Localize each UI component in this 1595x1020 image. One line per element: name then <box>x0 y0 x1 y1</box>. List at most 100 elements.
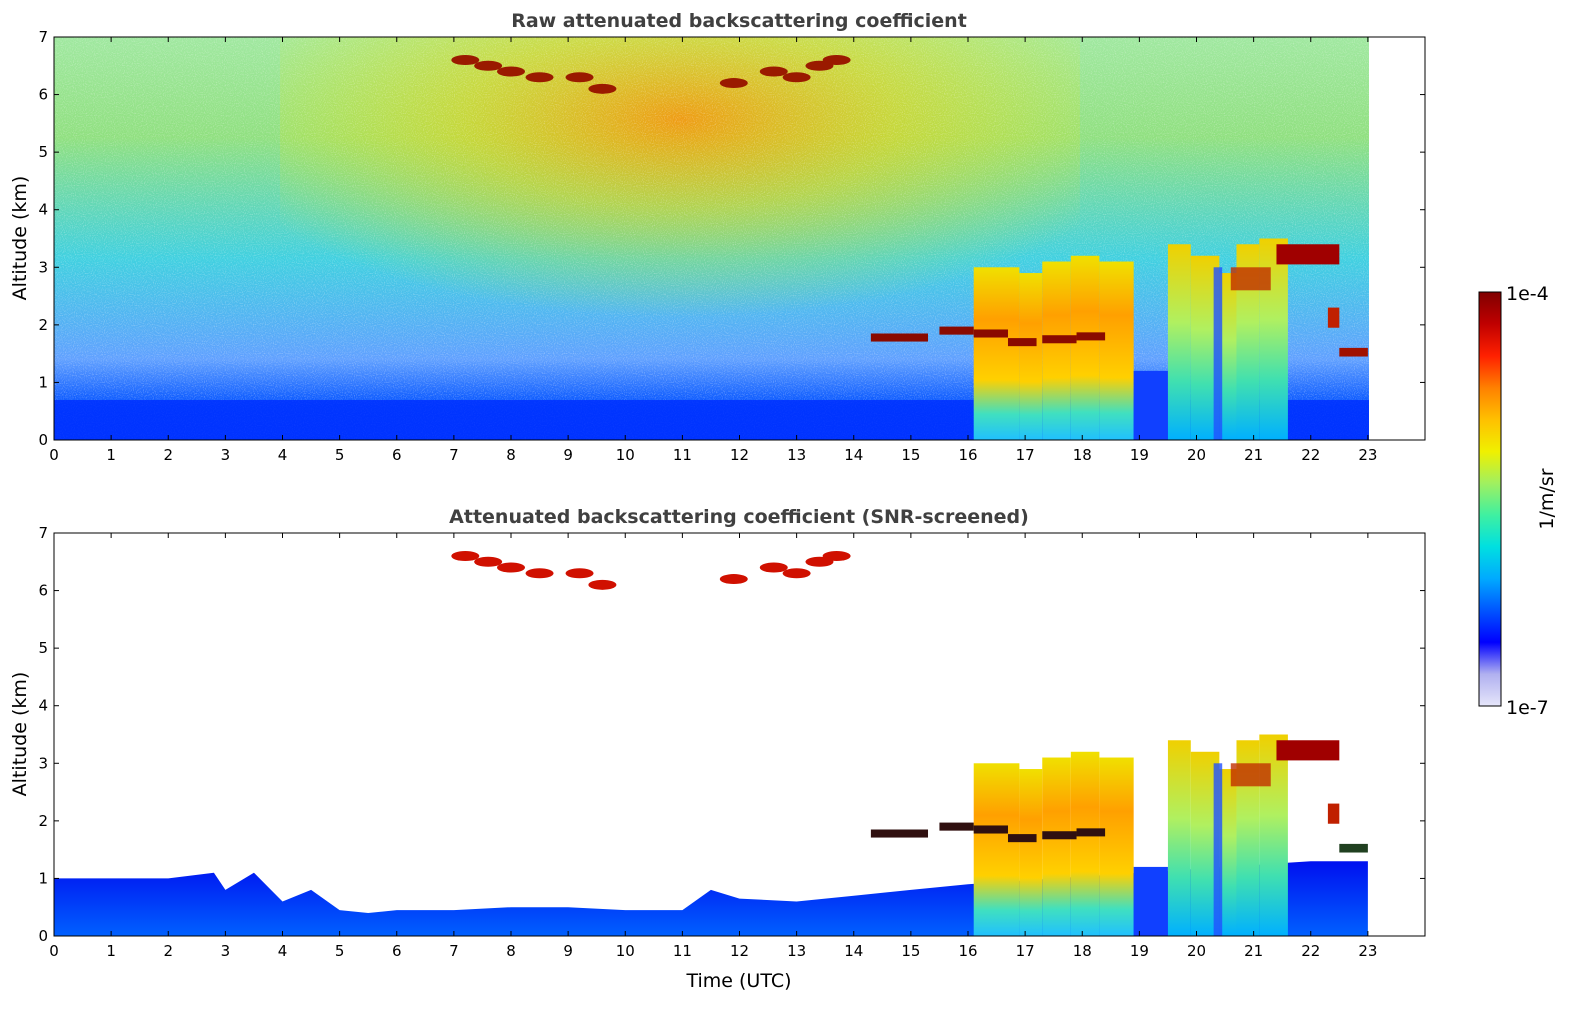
y-tick-label: 2 <box>38 316 48 334</box>
cloud-column <box>1042 757 1071 936</box>
cloud-column <box>1167 740 1191 936</box>
x-tick-label: 2 <box>163 446 173 464</box>
cirrus-blob <box>525 568 554 579</box>
x-tick-label: 9 <box>563 446 573 464</box>
cloud-column <box>1167 244 1191 440</box>
cloud-top-line <box>1042 335 1077 344</box>
x-tick-label: 19 <box>1130 942 1149 960</box>
x-tick-label: 4 <box>278 446 288 464</box>
colorbar-max-label: 1e-4 <box>1506 283 1549 305</box>
colorbar-min-label: 1e-7 <box>1506 697 1549 719</box>
cirrus-blob <box>474 556 503 567</box>
y-tick-label: 1 <box>38 869 48 887</box>
x-tick-label: 10 <box>616 446 635 464</box>
x-tick-label: 18 <box>1073 942 1092 960</box>
x-tick-label: 8 <box>506 446 516 464</box>
x-tick-label: 17 <box>1016 942 1035 960</box>
x-tick-label: 20 <box>1187 446 1206 464</box>
cloud-column <box>973 763 1020 936</box>
x-tick-label: 5 <box>335 942 345 960</box>
cloud-top-line <box>973 329 1008 338</box>
x-tick-label: 8 <box>506 942 516 960</box>
cirrus-blob <box>474 60 503 71</box>
panel-screened-axes: 0 1 2 3 4 5 6 7 8 9 10 11 12 13 14 15 16 17 18 19 20 21 22 2301… <box>38 524 1425 960</box>
cirrus-blob <box>497 562 525 573</box>
panel-raw-ylabel: Altitude (km) <box>9 176 31 301</box>
elevated-layer <box>1276 244 1340 265</box>
cirrus-blob <box>497 66 525 77</box>
x-tick-label: 2 <box>163 942 173 960</box>
x-tick-label: 1 <box>106 446 116 464</box>
y-tick-label: 0 <box>38 927 48 945</box>
low-layer-end <box>1339 843 1368 853</box>
low-layer-end <box>1339 347 1368 357</box>
x-tick-label: 11 <box>673 942 692 960</box>
low-layer-patch <box>1327 307 1340 328</box>
panel-raw-heatmap <box>54 37 1369 440</box>
colorbar-gradient <box>1479 292 1501 706</box>
cloud-gap-blue <box>1133 370 1168 440</box>
panel-raw-axes: 0 1 2 3 4 5 6 7 8 9 10 11 12 13 14 15 16 17 18 19 20 21 22 2301… <box>38 28 1425 464</box>
y-tick-label: 6 <box>38 86 48 104</box>
panel-screened-heatmap <box>54 551 1368 936</box>
colorbar: 1e-4 1e-7 1/m/sr <box>1478 283 1558 719</box>
cirrus-blob <box>451 55 480 66</box>
low-layer-patch <box>1327 803 1340 824</box>
cirrus-blob <box>588 579 617 590</box>
cloud-column <box>1099 261 1134 440</box>
x-tick-label: 13 <box>787 942 806 960</box>
x-tick-label: 9 <box>563 942 573 960</box>
cloud-inner-red <box>1230 763 1271 787</box>
cloud-top-line <box>1007 338 1037 347</box>
panel-screened: Attenuated backscattering coefficient (S… <box>9 506 1426 992</box>
cloud-top-line <box>939 822 974 831</box>
cloud-gap-narrow <box>1213 267 1223 440</box>
cloud-column <box>1070 255 1100 440</box>
cloud-top-line <box>1042 831 1077 840</box>
x-tick-label: 0 <box>49 446 59 464</box>
x-tick-label: 10 <box>616 942 635 960</box>
x-tick-label: 3 <box>221 942 231 960</box>
cloud-column <box>1019 769 1043 936</box>
x-tick-label: 22 <box>1301 942 1320 960</box>
cloud-column <box>1236 740 1260 936</box>
x-tick-label: 3 <box>221 446 231 464</box>
panel-raw-title: Raw attenuated backscattering coefficien… <box>511 10 967 32</box>
cirrus-blob <box>719 78 748 89</box>
cloud-column <box>973 267 1020 440</box>
cloud-top-line <box>973 825 1008 834</box>
y-tick-label: 0 <box>38 431 48 449</box>
x-tick-label: 16 <box>958 942 977 960</box>
cirrus-blob <box>565 568 594 579</box>
x-tick-label: 23 <box>1358 446 1377 464</box>
cloud-gap-blue <box>1133 866 1168 936</box>
cloud-top-line <box>870 333 929 342</box>
x-tick-label: 15 <box>901 942 920 960</box>
cloud-column <box>1236 244 1260 440</box>
y-tick-label: 7 <box>38 28 48 46</box>
x-tick-label: 18 <box>1073 446 1092 464</box>
x-tick-label: 20 <box>1187 942 1206 960</box>
y-tick-label: 3 <box>38 258 48 276</box>
x-tick-label: 0 <box>49 942 59 960</box>
cloud-inner-red <box>1230 267 1271 291</box>
x-tick-label: 16 <box>958 446 977 464</box>
raw-cloud-features <box>451 55 1368 440</box>
x-tick-label: 7 <box>449 446 459 464</box>
cloud-top-line <box>870 829 929 838</box>
panel-screened-ylabel: Altitude (km) <box>9 672 31 797</box>
x-tick-label: 12 <box>730 446 749 464</box>
x-tick-label: 4 <box>278 942 288 960</box>
cirrus-blob <box>782 72 811 83</box>
y-tick-label: 5 <box>38 143 48 161</box>
x-tick-label: 21 <box>1244 942 1263 960</box>
elevated-layer <box>1276 740 1340 761</box>
cloud-column <box>1219 769 1237 936</box>
x-tick-label: 14 <box>844 446 863 464</box>
x-tick-label: 15 <box>901 446 920 464</box>
x-tick-label: 5 <box>335 446 345 464</box>
cloud-column <box>1219 273 1237 440</box>
y-tick-label: 2 <box>38 812 48 830</box>
cloud-top-line <box>1076 332 1106 341</box>
cloud-gap-narrow <box>1213 763 1223 936</box>
